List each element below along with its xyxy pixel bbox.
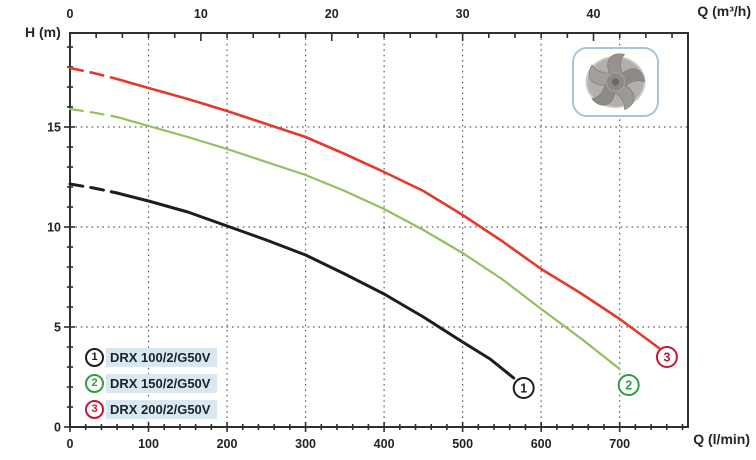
svg-text:10: 10: [47, 221, 61, 235]
svg-text:200: 200: [217, 437, 238, 451]
svg-text:20: 20: [325, 7, 339, 21]
series-1-badge: 1: [85, 348, 104, 367]
svg-text:0: 0: [67, 437, 74, 451]
series-2-label: DRX 150/2/G50V: [106, 374, 218, 393]
legend-item-drx100: 1 DRX 100/2/G50V: [85, 348, 218, 367]
top-axis-label: Q (m³/h): [697, 3, 751, 19]
y-axis-label: H (m): [25, 24, 61, 40]
svg-text:10: 10: [194, 7, 208, 21]
legend-item-drx200: 3 DRX 200/2/G50V: [85, 400, 218, 419]
svg-text:3: 3: [663, 351, 670, 365]
svg-text:300: 300: [295, 437, 316, 451]
svg-text:400: 400: [374, 437, 395, 451]
series-1-label: DRX 100/2/G50V: [106, 348, 218, 367]
svg-text:5: 5: [54, 321, 61, 335]
series-3-badge: 3: [85, 400, 104, 419]
svg-text:700: 700: [609, 437, 630, 451]
svg-text:100: 100: [138, 437, 159, 451]
svg-text:0: 0: [67, 7, 74, 21]
legend-item-drx150: 2 DRX 150/2/G50V: [85, 374, 218, 393]
svg-text:600: 600: [531, 437, 552, 451]
impeller-image-frame: [572, 47, 659, 117]
svg-text:500: 500: [452, 437, 473, 451]
svg-text:1: 1: [520, 382, 527, 396]
svg-text:2: 2: [625, 379, 632, 393]
bottom-axis-label: Q (l/min): [693, 431, 750, 447]
svg-text:30: 30: [456, 7, 470, 21]
svg-text:40: 40: [587, 7, 601, 21]
series-3-label: DRX 200/2/G50V: [106, 400, 218, 419]
svg-text:15: 15: [47, 121, 61, 135]
legend: 1 DRX 100/2/G50V 2 DRX 150/2/G50V 3 DRX …: [85, 348, 218, 419]
impeller-icon: [585, 53, 646, 111]
svg-text:0: 0: [54, 421, 61, 435]
series-2-badge: 2: [85, 374, 104, 393]
